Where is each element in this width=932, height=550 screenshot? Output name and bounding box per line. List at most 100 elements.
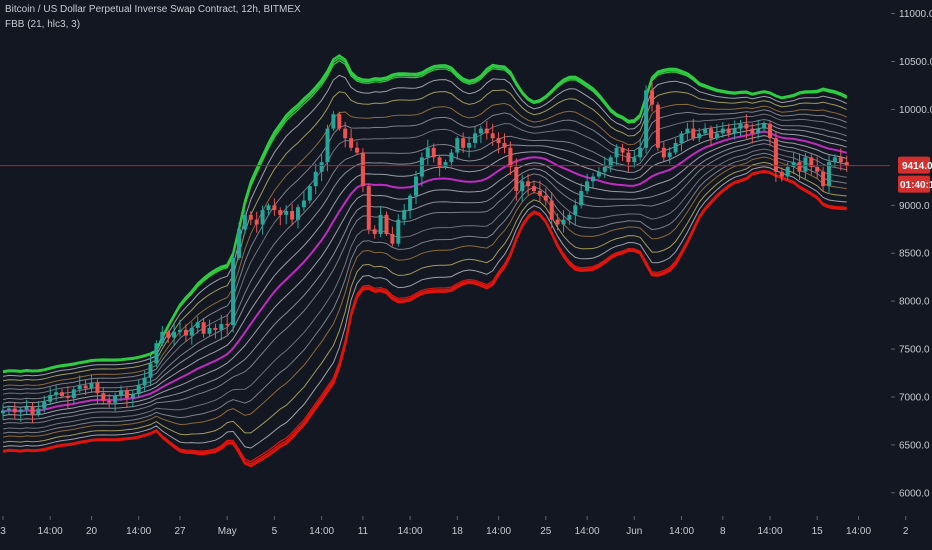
candle-body <box>827 162 831 187</box>
candle-body <box>484 128 489 134</box>
candle <box>726 123 731 138</box>
candle <box>343 122 348 148</box>
candle-body <box>744 123 749 129</box>
candle <box>431 143 436 163</box>
candle <box>555 213 560 231</box>
candle <box>254 211 259 233</box>
candle-body <box>490 133 495 139</box>
candle-body <box>650 90 654 105</box>
candle-body <box>602 166 607 172</box>
candle-body <box>71 389 76 398</box>
candle <box>248 211 253 225</box>
candle-body <box>673 142 678 153</box>
candle-body <box>12 408 17 413</box>
candle-body <box>667 152 672 158</box>
candle-body <box>189 327 194 336</box>
candle-body <box>48 395 53 402</box>
candle-body <box>419 157 424 177</box>
candle-body <box>231 258 236 326</box>
candle <box>124 387 129 408</box>
candle-body <box>768 123 772 139</box>
candle-body <box>720 128 725 134</box>
candle <box>366 183 371 235</box>
candle-body <box>762 123 767 129</box>
candle-body <box>596 171 601 177</box>
candle-body <box>785 166 790 177</box>
candle <box>838 148 843 171</box>
candle <box>543 188 548 206</box>
time-axis[interactable]: 3 14:00 20 14:00 27 May 5 14:00 11 14:00 18 14:00 25… <box>0 516 909 537</box>
candle <box>679 130 684 152</box>
candle <box>148 354 153 386</box>
candle-body <box>296 207 300 220</box>
candle <box>195 316 200 334</box>
chart-title: Bitcoin / US Dollar Perpetual Inverse Sw… <box>5 4 301 15</box>
candlesticks <box>1 80 849 423</box>
x-tick-label: 14:00 <box>757 526 782 537</box>
band-fib-n13 <box>2 148 847 430</box>
candle-body <box>532 186 536 191</box>
candle <box>520 174 525 202</box>
candle-body <box>337 114 342 129</box>
candle <box>207 319 212 337</box>
indicator-label: FBB (21, hlc3, 3) <box>5 19 81 30</box>
candle <box>561 210 566 233</box>
candle <box>602 156 607 179</box>
candle-body <box>254 219 259 225</box>
y-tick-label: 7000.0 <box>899 392 930 403</box>
candle <box>821 166 826 191</box>
band-fib-03 <box>2 126 847 408</box>
candle <box>667 147 672 164</box>
band-fib-19 <box>2 102 847 387</box>
candle-body <box>632 157 637 163</box>
candle-body <box>608 157 613 167</box>
candle <box>732 120 737 140</box>
candle-body <box>83 385 88 389</box>
candle-body <box>691 128 696 139</box>
candle <box>325 124 330 172</box>
candle-body <box>207 327 212 334</box>
candle-body <box>325 128 330 163</box>
candle <box>809 154 814 175</box>
candle <box>349 128 354 151</box>
candle-body <box>225 324 230 326</box>
candle <box>720 122 725 138</box>
candle-body <box>366 186 371 230</box>
x-tick-label: 8 <box>720 526 726 537</box>
candle <box>101 387 106 405</box>
candle <box>626 148 631 172</box>
candle-body <box>183 329 188 336</box>
candle <box>60 388 64 399</box>
candle-body <box>614 147 619 158</box>
y-tick-label: 8000.0 <box>899 297 930 308</box>
candle <box>260 205 265 235</box>
candle-body <box>24 406 29 410</box>
candle <box>650 80 654 112</box>
candle-body <box>384 214 389 235</box>
candle-body <box>65 396 70 398</box>
candle-body <box>579 190 584 206</box>
candle <box>797 153 802 180</box>
candle <box>378 206 383 238</box>
candle <box>596 167 601 179</box>
candle <box>537 180 542 203</box>
candle-body <box>349 138 354 148</box>
candle-body <box>803 157 808 172</box>
price-axis[interactable]: 11000.0 10500.0 10000.0 9000.0 8500.0 8000.0 7… <box>891 9 932 499</box>
candle-body <box>443 162 448 167</box>
candle <box>219 314 224 341</box>
last-price-tag <box>898 156 930 174</box>
candle-body <box>390 234 395 244</box>
candle <box>284 205 289 225</box>
candle <box>585 173 590 195</box>
candle-body <box>396 219 401 244</box>
candle-body <box>838 157 843 163</box>
candle <box>166 329 171 344</box>
candle-body <box>502 142 507 148</box>
candle <box>390 226 395 247</box>
candle-body <box>620 147 625 153</box>
candle-body <box>42 401 47 409</box>
band-fib-n19 <box>2 156 847 438</box>
